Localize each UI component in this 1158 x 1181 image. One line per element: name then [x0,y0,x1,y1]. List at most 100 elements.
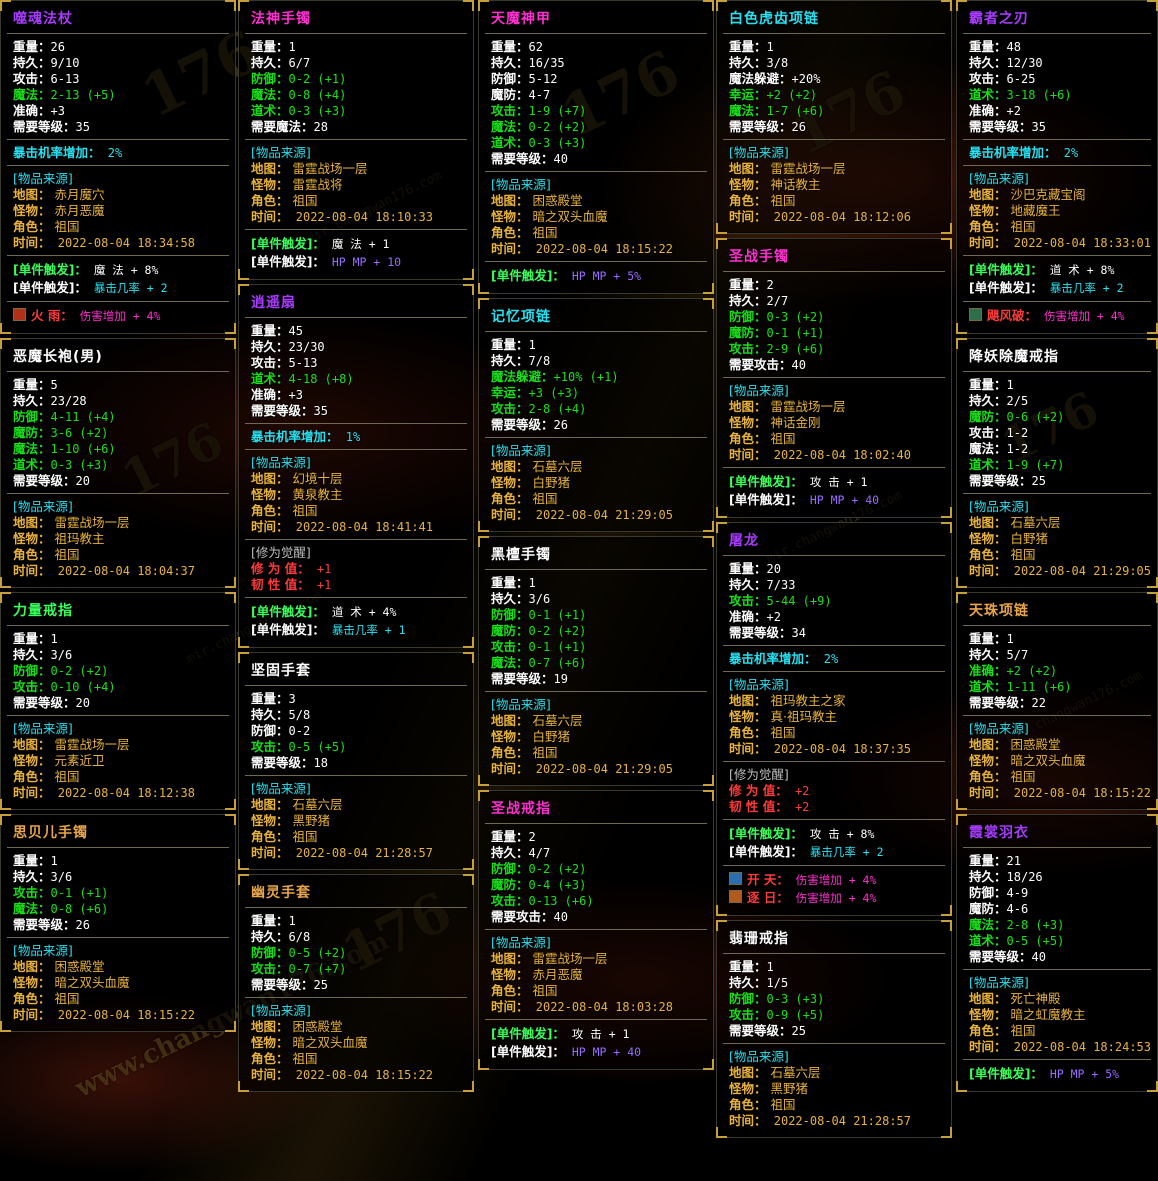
stat-label: 需要等级： [251,755,314,770]
stat-row: 攻击：0-7 (+7) [251,961,467,977]
divider [7,33,229,34]
stat-label: 攻击： [13,885,51,900]
item-tooltip[interactable]: 逍遥扇 重量：45 持久：23/30 攻击：5-13 道术：4-18 (+8) 准确：+3… [238,284,474,648]
source-value-monster: 祖玛教主 [50,531,105,546]
item-tooltip[interactable]: 天珠项链 重量：1 持久：5/7 准确：+2 (+2) 道术：1-11 (+6) 需要等级… [956,592,1158,810]
stat-label: 魔防： [729,325,767,340]
awaken-value-renxing: +1 [309,578,332,592]
stat-row: 魔法：2-13 (+5) [13,87,229,103]
stat-value: 2-8 (+4) [528,402,587,416]
stat-label: 持久： [969,869,1007,884]
source-header: [物品来源] [251,1003,311,1018]
stat-row: 重量：1 [251,39,467,55]
source-row: 角色： 祖国 [491,491,707,507]
stat-row: 需要等级：35 [13,119,229,135]
source-label: 怪物： [729,709,767,724]
source-row: 地图： 祖玛教主之家 [729,693,945,709]
item-tooltip[interactable]: 降妖除魔戒指 重量：1 持久：2/5 魔防：0-6 (+2) 攻击：1-2 魔法：1-2 道… [956,338,1158,588]
stat-label: 攻击： [251,961,289,976]
trigger-label: [单件触发]： [13,262,87,277]
item-tooltip[interactable]: 恶魔长袍(男) 重量：5 持久：23/28 防御：4-11 (+4) 魔防：3-6 (+… [0,338,236,588]
item-tooltip[interactable]: 翡珊戒指 重量：1 持久：1/5 防御：0-3 (+3) 攻击：0-9 (+5) 需要等级… [716,920,952,1138]
source-row: 怪物： 白野猪 [969,531,1151,547]
source-label: 地图： [251,797,289,812]
stat-row: 持久：3/8 [729,55,945,71]
source-row: 角色： 祖国 [251,503,467,519]
stat-label: 防御： [491,607,529,622]
tooltip-column-1: 噬魂法杖 重量：26 持久：9/10 攻击：6-13 魔法：2-13 (+5) 准确：+3… [0,0,236,1036]
trigger-row: [单件触发]： HP MP + 5% [491,267,707,285]
source-value-role: 祖国 [288,193,318,208]
item-tooltip[interactable]: 坚固手套 重量：3 持久：5/8 防御：0-2 攻击：0-5 (+5) 需要等级：18 [物… [238,652,474,870]
source-label: 时间： [491,761,529,776]
source-row: 时间： 2022-08-04 18:12:06 [729,209,945,225]
awaken-header: [修为觉醒] [251,545,311,560]
item-tooltip[interactable]: 记忆项链 重量：1 持久：7/8 魔法躲避：+10% (+1) 幸运：+3 (+3) 攻击… [478,298,714,532]
item-tooltip[interactable]: 力量戒指 重量：1 持久：3/6 防御：0-2 (+2) 攻击：0-10 (+4) 需要等… [0,592,236,810]
item-tooltip[interactable]: 圣战戒指 重量：2 持久：4/7 防御：0-2 (+2) 魔防：0-4 (+3) 攻击：0… [478,790,714,1070]
stat-row: 重量：1 [13,631,229,647]
stats-section: 重量：1 持久：3/6 攻击：0-1 (+1) 魔法：0-8 (+6) 需要等级：26 [1,851,235,936]
stat-label: 持久： [729,577,767,592]
stat-row: 魔法：0-7 (+6) [491,655,707,671]
source-row: 地图： 石墓六层 [491,459,707,475]
stat-row: 需要攻击：40 [729,357,945,373]
trigger-value: 暴击几率 + 2 [1042,281,1124,295]
stat-row: 道术：1-9 (+7) [969,457,1151,473]
source-row: 怪物： 暗之双头血魔 [251,1035,467,1051]
source-row: 地图： 困惑殿堂 [13,959,229,975]
item-tooltip[interactable]: 霞裳羽衣 重量：21 持久：18/26 防御：4-9 魔防：4-6 魔法：2-8 (+3)… [956,814,1158,1092]
divider [7,715,229,716]
trigger-label: [单件触发]： [729,826,803,841]
stat-label: 持久： [491,353,529,368]
gem-icon [729,890,742,903]
gem-icon [969,308,982,321]
item-tooltip[interactable]: 天魔神甲 重量：62 持久：16/35 防御：5-12 魔防：4-7 攻击：1-9 (+7… [478,0,714,294]
source-value-map: 石墓六层 [528,713,583,728]
stat-row: 需要等级：22 [969,695,1151,711]
item-tooltip[interactable]: 圣战手镯 重量：2 持久：2/7 防御：0-3 (+2) 魔防：0-1 (+1) 攻击：2… [716,238,952,518]
stat-row: 攻击：5-13 [251,355,467,371]
source-row: 时间： 2022-08-04 18:02:40 [729,447,945,463]
stat-label: 持久： [251,339,289,354]
crit-label: 暴击机率增加： [969,145,1057,160]
item-tooltip[interactable]: 屠龙 重量：20 持久：7/33 攻击：5-44 (+9) 准确：+2 需要等级：34 暴击… [716,522,952,916]
stat-label: 持久： [251,55,289,70]
stat-label: 攻击： [491,401,529,416]
stat-row: 攻击：0-1 (+1) [13,885,229,901]
item-tooltip[interactable]: 白色虎齿项链 重量：1 持久：3/8 魔法躲避：+20% 幸运：+2 (+2) 魔法：1-… [716,0,952,234]
item-tooltip[interactable]: 思贝儿手镯 重量：1 持久：3/6 攻击：0-1 (+1) 魔法：0-8 (+6) 需要等… [0,814,236,1032]
item-tooltip[interactable]: 噬魂法杖 重量：26 持久：9/10 攻击：6-13 魔法：2-13 (+5) 准确：+3… [0,0,236,334]
source-label: 怪物： [969,531,1007,546]
stat-row: 防御：4-9 [969,885,1151,901]
stat-row: 魔防：0-6 (+2) [969,409,1151,425]
stats-section: 重量：3 持久：5/8 防御：0-2 攻击：0-5 (+5) 需要等级：18 [239,689,473,774]
source-row: 角色： 祖国 [13,547,229,563]
divider [963,165,1151,166]
trigger-row: [单件触发]： 暴击几率 + 2 [13,279,229,297]
stat-value: 23/30 [288,340,325,354]
item-name: 逍遥扇 [251,295,296,311]
item-tooltip[interactable]: 霸者之刃 重量：48 持久：12/30 攻击：6-25 道术：3-18 (+6) 准确：+… [956,0,1158,334]
stat-label: 攻击： [13,71,51,86]
stat-value: 5-13 [288,356,318,370]
source-row: 怪物： 暗之双头血魔 [969,753,1151,769]
source-header: [物品来源] [729,145,789,160]
stat-label: 魔法： [13,87,51,102]
item-tooltip[interactable]: 幽灵手套 重量：1 持久：6/8 防御：0-5 (+2) 攻击：0-7 (+7) 需要等级… [238,874,474,1092]
stat-label: 攻击： [251,355,289,370]
stat-row: 道术：1-11 (+6) [969,679,1151,695]
stat-value: 1 [1006,378,1014,392]
stat-label: 攻击： [251,739,289,754]
divider [963,625,1151,626]
source-value-time: 2022-08-04 18:15:22 [1006,786,1152,800]
source-label: 角色： [251,829,289,844]
divider [245,33,467,34]
stat-value: 7/33 [766,578,796,592]
stat-value: 0-1 (+1) [528,640,587,654]
item-tooltip[interactable]: 黑檀手镯 重量：1 持久：3/6 防御：0-1 (+1) 魔防：0-2 (+2) 攻击：0… [478,536,714,786]
item-name: 圣战戒指 [491,801,551,817]
item-tooltip[interactable]: 法神手镯 重量：1 持久：6/7 防御：0-2 (+1) 魔法：0-8 (+4) 道术：0… [238,0,474,280]
item-name: 天魔神甲 [491,11,551,27]
source-row: 地图： 赤月魔穴 [13,187,229,203]
